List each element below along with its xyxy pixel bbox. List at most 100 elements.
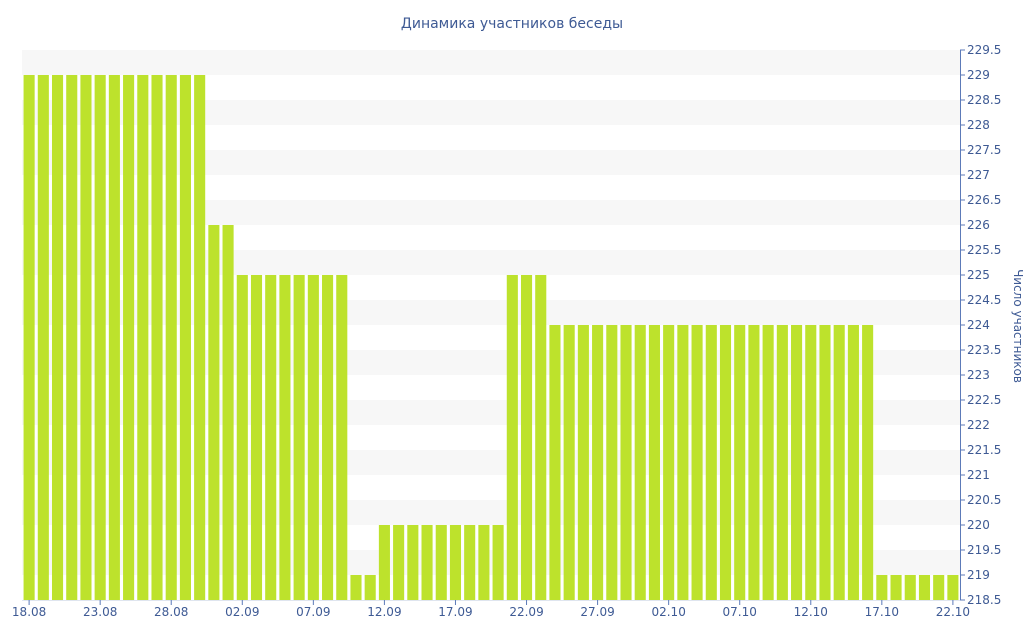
grid-band xyxy=(22,300,960,325)
bar-17.09[interactable] xyxy=(449,525,462,600)
x-tick-label: 07.10 xyxy=(723,605,757,619)
chart-title: Динамика участников беседы xyxy=(401,16,623,32)
grid-band xyxy=(22,250,960,275)
y-tick-label: 228.5 xyxy=(967,93,1001,107)
bar-15.09[interactable] xyxy=(421,525,433,600)
y-tick-label: 224 xyxy=(967,318,990,332)
y-tick-label: 227 xyxy=(967,168,990,182)
bar-16.09[interactable] xyxy=(435,525,447,600)
bar-19.10[interactable] xyxy=(904,575,916,600)
y-tick-label: 226 xyxy=(967,218,990,232)
y-tick-label: 227.5 xyxy=(967,143,1001,157)
bar-20.08[interactable] xyxy=(51,75,64,600)
bar-14.10[interactable] xyxy=(833,325,845,600)
bar-27.09[interactable] xyxy=(592,325,604,600)
grid-band xyxy=(22,450,960,475)
bar-04.10[interactable] xyxy=(691,325,703,600)
x-tick-label: 27.09 xyxy=(580,605,614,619)
bar-13.10[interactable] xyxy=(819,325,831,600)
bar-10.09[interactable] xyxy=(350,575,362,600)
bar-19.08[interactable] xyxy=(37,75,49,600)
bar-04.09[interactable] xyxy=(265,275,277,600)
bar-01.09[interactable] xyxy=(222,225,234,600)
bar-19.09[interactable] xyxy=(478,525,490,600)
bar-08.09[interactable] xyxy=(322,275,334,600)
bar-01.10[interactable] xyxy=(648,325,660,600)
bar-05.10[interactable] xyxy=(705,325,717,600)
bar-09.10[interactable] xyxy=(762,325,774,600)
y-tick-label: 219 xyxy=(967,568,990,582)
bar-06.10[interactable] xyxy=(719,325,732,600)
y-tick-label: 221.5 xyxy=(967,443,1001,457)
y-tick-label: 222.5 xyxy=(967,393,1001,407)
grid-band xyxy=(22,50,960,75)
bar-23.09[interactable] xyxy=(535,275,547,600)
bar-16.10[interactable] xyxy=(862,325,874,600)
bar-22.10[interactable] xyxy=(947,575,959,600)
bar-21.09[interactable] xyxy=(506,275,518,600)
grid-band xyxy=(22,150,960,175)
y-tick-label: 225 xyxy=(967,268,990,282)
bars xyxy=(23,75,959,600)
bar-02.10[interactable] xyxy=(663,325,675,600)
bar-22.09[interactable] xyxy=(520,275,533,600)
bar-14.09[interactable] xyxy=(407,525,419,600)
bar-28.08[interactable] xyxy=(165,75,177,600)
bar-09.09[interactable] xyxy=(336,275,348,600)
y-tick-label: 220.5 xyxy=(967,493,1001,507)
bar-02.09[interactable] xyxy=(236,275,248,600)
bar-18.08[interactable] xyxy=(23,75,35,600)
bar-31.08[interactable] xyxy=(208,225,220,600)
x-tick-label: 02.10 xyxy=(651,605,685,619)
bar-30.08[interactable] xyxy=(194,75,206,600)
bar-07.10[interactable] xyxy=(734,325,746,600)
bar-18.10[interactable] xyxy=(890,575,902,600)
y-tick-label: 223.5 xyxy=(967,343,1001,357)
bar-25.08[interactable] xyxy=(123,75,135,600)
bar-18.09[interactable] xyxy=(464,525,476,600)
bar-03.10[interactable] xyxy=(677,325,689,600)
bar-17.10[interactable] xyxy=(876,575,888,600)
bar-06.09[interactable] xyxy=(293,275,305,600)
bar-26.08[interactable] xyxy=(137,75,149,600)
y-tick-label: 223 xyxy=(967,368,990,382)
bar-03.09[interactable] xyxy=(250,275,263,600)
bar-11.09[interactable] xyxy=(364,575,376,600)
bar-24.08[interactable] xyxy=(108,75,120,600)
bar-13.09[interactable] xyxy=(393,525,405,600)
grid-band xyxy=(22,200,960,225)
bar-08.10[interactable] xyxy=(748,325,760,600)
bar-12.09[interactable] xyxy=(378,525,390,600)
x-tick-label: 17.10 xyxy=(865,605,899,619)
y-tick-label: 222 xyxy=(967,418,990,432)
bar-27.08[interactable] xyxy=(151,75,163,600)
y-tick-label: 218.5 xyxy=(967,593,1001,607)
bar-20.09[interactable] xyxy=(492,525,504,600)
bar-23.08[interactable] xyxy=(94,75,106,600)
bar-12.10[interactable] xyxy=(805,325,817,600)
y-tick-label: 221 xyxy=(967,468,990,482)
bar-22.08[interactable] xyxy=(80,75,92,600)
x-tick-label: 18.08 xyxy=(12,605,46,619)
bar-29.08[interactable] xyxy=(179,75,191,600)
bar-25.09[interactable] xyxy=(563,325,575,600)
bar-11.10[interactable] xyxy=(791,325,803,600)
bar-26.09[interactable] xyxy=(577,325,589,600)
bar-28.09[interactable] xyxy=(606,325,618,600)
bar-29.09[interactable] xyxy=(620,325,632,600)
bar-20.10[interactable] xyxy=(918,575,931,600)
bar-21.08[interactable] xyxy=(66,75,78,600)
bar-15.10[interactable] xyxy=(847,325,859,600)
x-tick-label: 12.10 xyxy=(794,605,828,619)
bar-07.09[interactable] xyxy=(307,275,319,600)
bar-21.10[interactable] xyxy=(933,575,945,600)
grid-band xyxy=(22,500,960,525)
x-tick-label: 23.08 xyxy=(83,605,117,619)
bar-30.09[interactable] xyxy=(634,325,646,600)
bar-10.10[interactable] xyxy=(776,325,788,600)
y-tick-label: 224.5 xyxy=(967,293,1001,307)
bar-24.09[interactable] xyxy=(549,325,561,600)
bar-05.09[interactable] xyxy=(279,275,291,600)
